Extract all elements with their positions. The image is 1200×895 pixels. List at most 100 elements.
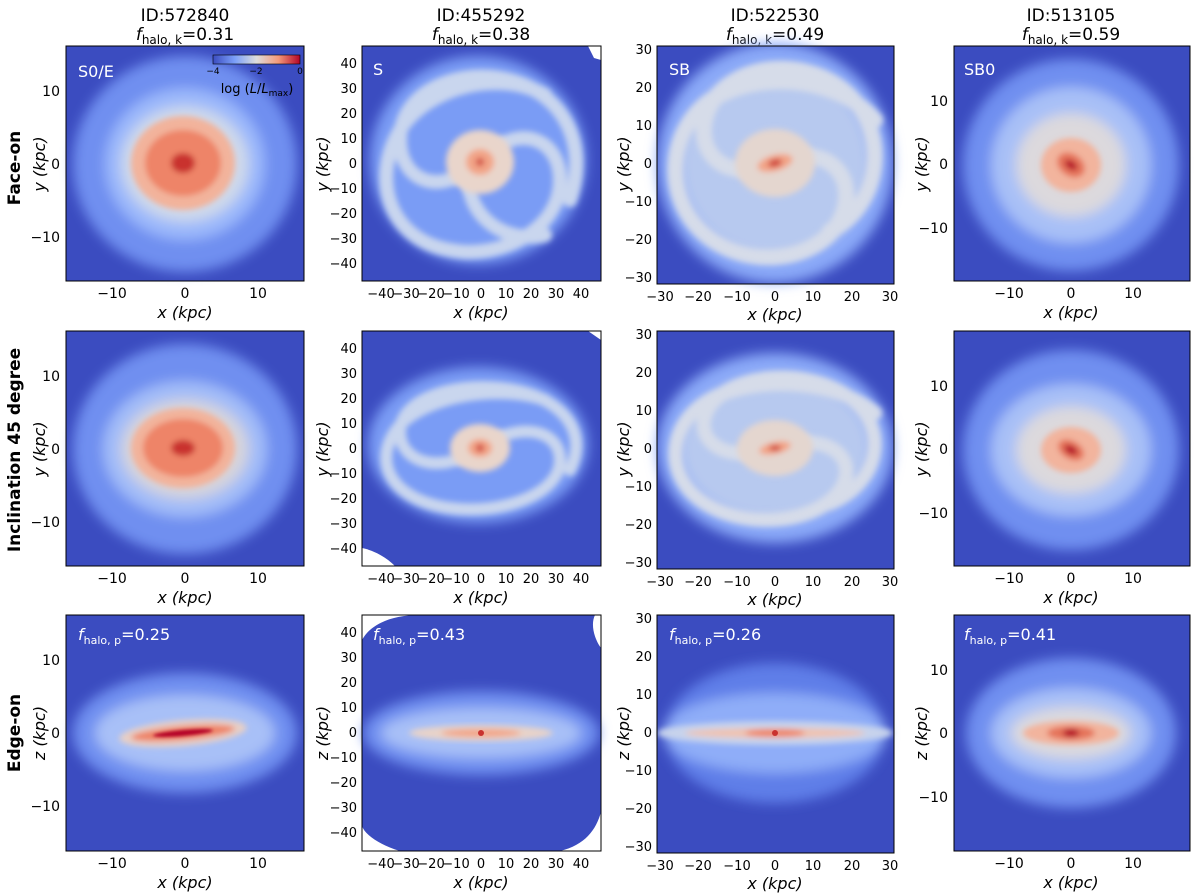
column-title-2: ID:455292 fhalo, k=0.38 [432,6,530,47]
tick-label: 0 [644,442,652,457]
morphology-label: SB0 [964,60,995,79]
x-tick-labels: −10 0 10 [994,286,1142,302]
x-axis-label: x (kpc) [746,874,802,893]
y-tick-labels: 30 20 10 0 −10 −20 −30 [625,328,652,571]
y-tick-labels: 10 0 −10 [30,653,60,815]
fhalo-k-label: fhalo, k=0.31 [136,25,234,47]
tick-label: 20 [635,650,652,665]
x-tick-labels: −10 0 10 [97,856,267,872]
tick-label: −30 [392,287,419,302]
y-tick-labels: 30 20 10 0 −10 −20 −30 [625,612,652,855]
tick-label: 20 [844,290,861,305]
tick-label: 0 [1067,286,1076,302]
tick-label: −10 [330,751,357,766]
tick-label: −10 [97,856,127,872]
tick-label: 10 [805,290,822,305]
y-axis-label: y (kpc) [912,136,931,192]
x-axis-label: x (kpc) [1042,588,1098,607]
x-axis-label: x (kpc) [1042,873,1098,892]
tick-label: −10 [330,467,357,482]
y-axis-label: y (kpc) [614,136,633,192]
tick-label: 10 [805,575,822,590]
panel-inclined-522530: −30 −20 −10 0 10 20 30 x (kpc) 30 20 10 … [614,328,898,609]
tick-label: −20 [684,575,711,590]
tick-label: 10 [805,859,822,874]
tick-label: −20 [625,518,652,533]
tick-label: 20 [523,857,540,872]
tick-label: 0 [771,575,779,590]
tick-label: 20 [340,676,357,691]
f-symbol: f [1022,25,1031,45]
tick-label: 20 [340,392,357,407]
x-axis-label: x (kpc) [746,305,802,324]
fhalo-p-value: =0.41 [1007,625,1056,644]
tick-label: 10 [498,572,515,587]
tick-label: −30 [392,857,419,872]
tick-label: −10 [97,571,127,587]
tick-label: 40 [340,57,357,72]
f-symbol: f [669,625,677,644]
y-axis-label: y (kpc) [313,136,332,192]
x-tick-labels: −30 −20 −10 0 10 20 30 [646,290,898,305]
tick-label: −10 [723,859,750,874]
colorbar-label-sub: max [269,89,289,99]
y-axis-label: y (kpc) [614,421,633,477]
tick-label: 0 [477,857,485,872]
panel-inclined-572840: −10 0 10 x (kpc) 10 0 −10 y (kpc) [30,330,305,607]
tick-label: 10 [635,688,652,703]
tick-label: 0 [181,856,190,872]
colorbar-tick: −2 [249,67,262,77]
panel-edgeon-455292: fhalo, p=0.43 −40 −30 −20 −10 0 10 20 30… [313,614,602,892]
tick-label: 10 [930,663,948,679]
tick-label: −20 [330,207,357,222]
f-subscript: halo, p [675,634,712,647]
row-label-face-on: Face-on [5,131,25,206]
fhalo-k-label: fhalo, k=0.59 [1022,25,1120,47]
tick-label: −10 [30,230,60,246]
y-tick-labels: 10 0 −10 [30,84,60,246]
fhalo-k-label: fhalo, k=0.49 [726,25,824,47]
column-title-1: ID:572840 fhalo, k=0.31 [136,6,234,47]
tick-label: −10 [330,182,357,197]
colorbar-tick: −4 [206,67,220,77]
tick-label: −20 [625,802,652,817]
tick-label: 10 [1124,856,1142,872]
tick-label: 10 [340,132,357,147]
tick-label: 30 [548,287,565,302]
tick-label: 0 [349,442,357,457]
tick-label: 30 [882,290,899,305]
y-axis-label: z (kpc) [30,706,49,761]
tick-label: −10 [625,764,652,779]
column-title-3: ID:522530 fhalo, k=0.49 [726,6,824,47]
tick-label: 0 [644,157,652,172]
panel-faceon-455292: S −40 −30 −20 −10 0 10 20 30 40 x (kpc) … [313,45,602,322]
f-symbol: f [432,25,441,45]
tick-label: 40 [340,626,357,641]
y-tick-labels: 10 0 −10 [918,94,948,237]
x-axis-label: x (kpc) [746,590,802,609]
tick-label: 30 [340,651,357,666]
tick-label: 0 [939,157,948,173]
x-tick-labels: −10 0 10 [97,571,267,587]
tick-label: 0 [1067,571,1076,587]
tick-label: 10 [498,857,515,872]
y-axis-label: y (kpc) [30,136,49,192]
y-axis-label: z (kpc) [313,706,332,761]
tick-label: 0 [771,290,779,305]
tick-label: 0 [644,726,652,741]
tick-label: 0 [939,726,948,742]
tick-label: 20 [635,81,652,96]
tick-label: −10 [442,572,469,587]
colorbar-label-Lmax: L [261,82,268,97]
galaxy-id: ID:455292 [437,6,526,26]
tick-label: −10 [994,856,1024,872]
fhalo-p-label: fhalo, p=0.26 [669,625,761,647]
tick-label: −30 [625,271,652,286]
tick-label: 10 [635,404,652,419]
tick-label: −30 [646,859,673,874]
tick-label: 10 [930,379,948,395]
tick-label: 40 [340,342,357,357]
y-tick-labels: 30 20 10 0 −10 −20 −30 [625,43,652,286]
tick-label: 30 [635,328,652,343]
tick-label: −40 [367,857,394,872]
